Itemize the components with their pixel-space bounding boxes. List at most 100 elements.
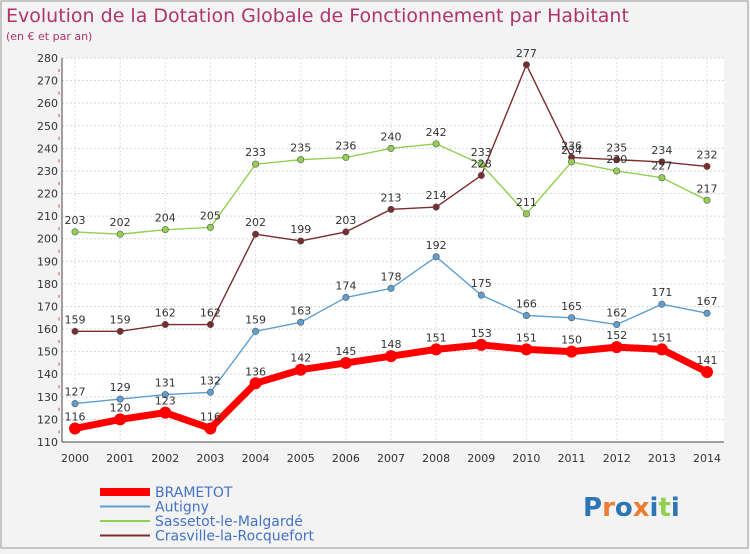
data-label: 235 (606, 142, 627, 155)
data-label: 236 (335, 139, 356, 152)
data-label: 277 (516, 47, 537, 60)
logo-text: Proxiti (583, 493, 680, 523)
data-label: 202 (245, 216, 266, 229)
data-label: 123 (155, 395, 176, 408)
data-label: 211 (516, 196, 537, 209)
data-point (658, 158, 666, 166)
y-tick-label: 130 (37, 391, 58, 404)
data-label: 178 (381, 270, 402, 283)
data-point (159, 406, 172, 419)
data-label: 175 (471, 277, 492, 290)
x-tick-label: 2010 (512, 452, 540, 465)
y-tick-label: 120 (37, 413, 58, 426)
y-tick-label: 220 (37, 188, 58, 201)
y-tick-label: 110 (37, 436, 58, 449)
data-point (613, 321, 621, 329)
data-label: 235 (290, 142, 311, 155)
data-label: 227 (651, 160, 672, 173)
data-point (161, 226, 169, 234)
data-point (432, 140, 440, 148)
data-label: 116 (65, 410, 86, 423)
data-point (475, 338, 488, 351)
chart-subtitle: (en € et par an) (6, 30, 92, 43)
data-label: 148 (381, 338, 402, 351)
data-label: 171 (651, 286, 672, 299)
y-tick-label: 280 (37, 52, 58, 65)
y-tick-label: 180 (37, 278, 58, 291)
data-point (206, 321, 214, 329)
data-label: 163 (290, 304, 311, 317)
data-label: 203 (65, 214, 86, 227)
data-point (522, 61, 530, 69)
data-label: 162 (155, 307, 176, 320)
data-point (297, 237, 305, 245)
x-tick-label: 2002 (151, 452, 179, 465)
data-point (520, 343, 533, 356)
data-point (568, 314, 576, 322)
x-tick-label: 2005 (287, 452, 315, 465)
chart-title: Evolution de la Dotation Globale de Fonc… (6, 5, 629, 27)
data-point (342, 228, 350, 236)
data-label: 165 (561, 300, 582, 313)
data-point (568, 158, 576, 166)
data-label: 151 (651, 331, 672, 344)
data-point (613, 167, 621, 175)
data-label: 162 (200, 307, 221, 320)
x-tick-label: 2012 (603, 452, 631, 465)
data-label: 129 (110, 381, 131, 394)
x-tick-label: 2014 (693, 452, 721, 465)
data-label: 234 (651, 144, 672, 157)
data-label: 151 (516, 331, 537, 344)
data-point (116, 327, 124, 335)
data-point (430, 343, 443, 356)
data-point (701, 365, 713, 378)
data-point (432, 203, 440, 211)
y-tick-label: 170 (37, 300, 58, 313)
data-point (204, 422, 217, 435)
data-point (294, 363, 307, 376)
x-tick-label: 2003 (196, 452, 224, 465)
plot-area (62, 58, 724, 442)
data-label: 205 (200, 209, 221, 222)
data-point (522, 210, 530, 218)
data-label: 174 (335, 279, 356, 292)
data-label: 166 (516, 298, 537, 311)
data-point (206, 388, 214, 396)
data-point (477, 291, 485, 299)
data-label: 127 (65, 386, 86, 399)
data-label: 151 (426, 331, 447, 344)
data-label: 132 (200, 374, 221, 387)
data-point (116, 395, 124, 403)
y-tick-label: 230 (37, 165, 58, 178)
y-tick-label: 210 (37, 210, 58, 223)
data-point (703, 162, 711, 170)
data-point (522, 312, 530, 320)
data-label: 136 (245, 365, 266, 378)
data-point (161, 321, 169, 329)
legend-label: BRAMETOT (155, 485, 233, 501)
data-label: 150 (561, 334, 582, 347)
y-tick-label: 190 (37, 255, 58, 268)
data-label: 202 (110, 216, 131, 229)
data-label: 153 (471, 327, 492, 340)
y-tick-label: 270 (37, 75, 58, 88)
y-tick-label: 200 (37, 233, 58, 246)
data-point (116, 230, 124, 238)
data-label: 199 (290, 223, 311, 236)
data-point (658, 174, 666, 182)
data-point (477, 160, 485, 168)
data-point (161, 391, 169, 399)
data-label: 230 (606, 153, 627, 166)
data-label: 116 (200, 410, 221, 423)
legend-label: Sassetot-le-Malgardé (155, 514, 303, 530)
data-label: 159 (65, 313, 86, 326)
y-tick-label: 240 (37, 142, 58, 155)
data-label: 142 (290, 352, 311, 365)
y-tick-label: 160 (37, 323, 58, 336)
data-label: 234 (561, 144, 582, 157)
x-tick-label: 2004 (242, 452, 270, 465)
data-label: 204 (155, 212, 176, 225)
